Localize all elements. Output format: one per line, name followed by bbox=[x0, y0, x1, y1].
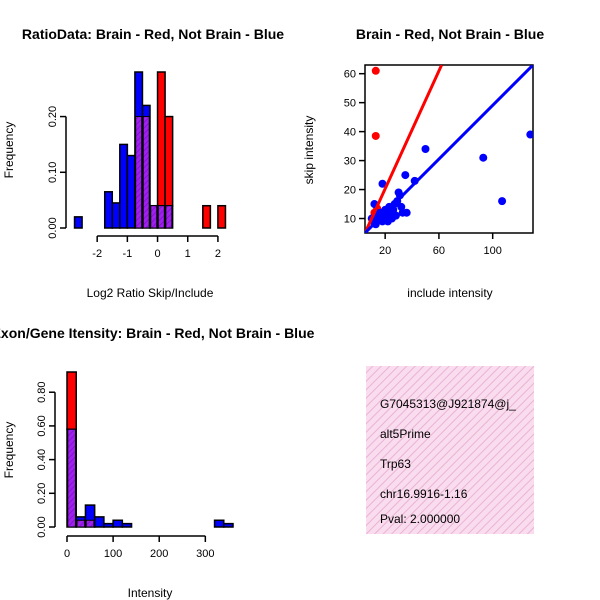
ratio-xtick-label: 0 bbox=[154, 248, 160, 260]
scatter-point-not-brain bbox=[479, 153, 488, 162]
intensity-histogram: Exon/Gene Itensity: Brain - Red, Not Bra… bbox=[0, 325, 315, 600]
ratio-bar-not-brain bbox=[111, 202, 121, 229]
scatter-title: Brain - Red, Not Brain - Blue bbox=[356, 26, 544, 42]
scatter-point-not-brain bbox=[526, 130, 533, 139]
ratio-xtick-label: 2 bbox=[215, 248, 221, 260]
ratio-ylabel: Frequency bbox=[2, 122, 16, 179]
intensity-bar-not-brain bbox=[213, 519, 225, 528]
ratio-xtick-label: -1 bbox=[122, 248, 132, 260]
scatter-yaxis: 10 20 30 40 50 60 bbox=[344, 69, 365, 226]
scatter-xtick-label: 60 bbox=[433, 245, 445, 257]
intensity-xlabel: Intensity bbox=[128, 586, 173, 600]
ratio-xaxis: -2 -1 0 1 2 bbox=[92, 235, 221, 260]
ratio-bar-not-brain bbox=[119, 143, 129, 229]
ratio-bar-overlap bbox=[165, 205, 173, 229]
intensity-yaxis: 0.00 0.20 0.40 0.60 0.80 bbox=[36, 382, 56, 538]
scatter-ytick-label: 50 bbox=[344, 98, 356, 110]
scatter-ytick-label: 10 bbox=[344, 214, 356, 226]
ratio-bar-brain bbox=[156, 71, 166, 207]
scatter-marks bbox=[365, 65, 533, 233]
ratio-yaxis: 0.00 0.10 0.20 bbox=[47, 106, 67, 239]
intensity-ytick-label: 0.00 bbox=[36, 516, 48, 537]
intensity-ytick-label: 0.20 bbox=[36, 483, 48, 504]
scatter-ytick-label: 40 bbox=[344, 127, 356, 139]
intensity-ytick-label: 0.60 bbox=[36, 415, 48, 436]
scatter-xaxis: 20 60 100 bbox=[379, 233, 502, 257]
intensity-xtick-label: 200 bbox=[150, 548, 168, 560]
scatter-ytick-label: 60 bbox=[344, 69, 356, 81]
intensity-xaxis: 0 100 200 300 bbox=[64, 535, 215, 560]
scatter-xlabel: include intensity bbox=[407, 286, 492, 300]
scatter-ytick-label: 20 bbox=[344, 185, 356, 197]
scatter-point-not-brain bbox=[402, 208, 411, 217]
scatter-point-not-brain bbox=[378, 179, 387, 188]
intensity-scatter: Brain - Red, Not Brain - Blue 20 60 100 10… bbox=[302, 26, 544, 300]
intensity-ytick-label: 0.40 bbox=[36, 449, 48, 470]
intensity-bar-not-brain bbox=[93, 516, 105, 528]
scatter-point-not-brain bbox=[391, 211, 400, 220]
intensity-xtick-label: 100 bbox=[104, 548, 122, 560]
scatter-point-brain bbox=[371, 131, 380, 140]
ratio-bar-overlap bbox=[150, 205, 158, 229]
ratio-histogram: RatioData: Brain - Red, Not Brain - Blue… bbox=[2, 26, 284, 300]
intensity-ytick-label: 0.80 bbox=[36, 382, 48, 403]
ratio-bar-overlap bbox=[135, 116, 143, 229]
ratio-bar-not-brain bbox=[126, 154, 136, 229]
info-panel-background bbox=[366, 366, 534, 534]
info-pval: Pval: 2.000000 bbox=[380, 512, 460, 526]
ratio-ytick-label: 0.00 bbox=[47, 217, 59, 238]
intensity-title: Exon/Gene Itensity: Brain - Red, Not Bra… bbox=[0, 325, 315, 341]
ratio-xtick-label: 1 bbox=[185, 248, 191, 260]
info-event-type: alt5Prime bbox=[380, 427, 431, 441]
ratio-ytick-label: 0.10 bbox=[47, 162, 59, 183]
ratio-bar-not-brain bbox=[103, 191, 114, 229]
scatter-xtick-label: 100 bbox=[484, 245, 502, 257]
ratio-title: RatioData: Brain - Red, Not Brain - Blue bbox=[22, 26, 284, 42]
scatter-point-not-brain bbox=[383, 217, 392, 226]
scatter-fit-line-not-brain bbox=[365, 65, 533, 233]
intensity-bars bbox=[66, 371, 234, 528]
intensity-bar-overlap bbox=[76, 519, 86, 528]
ratio-xtick-label: -2 bbox=[92, 248, 102, 260]
ratio-bar-not-brain bbox=[73, 216, 83, 229]
intensity-bar-not-brain bbox=[103, 522, 114, 528]
ratio-bar-brain bbox=[202, 204, 212, 229]
intensity-bar-overlap bbox=[67, 428, 76, 528]
ratio-bar-overlap bbox=[157, 205, 165, 229]
intensity-xtick-label: 300 bbox=[196, 548, 214, 560]
scatter-ylabel: skip intensity bbox=[302, 116, 316, 185]
intensity-bar-overlap bbox=[85, 519, 95, 528]
intensity-bar-brain bbox=[66, 371, 77, 431]
scatter-point-not-brain bbox=[498, 197, 507, 206]
intensity-bar-not-brain bbox=[112, 519, 124, 528]
ratio-ytick-label: 0.20 bbox=[47, 106, 59, 127]
ratio-bar-brain bbox=[164, 115, 174, 207]
intensity-bar-not-brain bbox=[223, 522, 234, 528]
ratio-bar-overlap bbox=[142, 116, 150, 229]
info-location: chr16.9916-1.16 bbox=[380, 487, 468, 501]
scatter-fit-line-brain bbox=[365, 65, 443, 233]
scatter-point-brain bbox=[371, 66, 380, 75]
scatter-point-not-brain bbox=[401, 171, 410, 180]
intensity-bar-not-brain bbox=[121, 522, 133, 528]
scatter-ytick-label: 30 bbox=[344, 156, 356, 168]
scatter-xtick-label: 20 bbox=[379, 245, 391, 257]
info-gene-name: Trp63 bbox=[380, 457, 411, 471]
ratio-bar-brain bbox=[217, 204, 227, 229]
intensity-xtick-label: 0 bbox=[64, 548, 70, 560]
intensity-ylabel: Frequency bbox=[2, 422, 16, 479]
info-event-id: G7045313@J921874@j_ bbox=[380, 397, 516, 411]
ratio-bars bbox=[73, 71, 227, 229]
ratio-xlabel: Log2 Ratio Skip/Include bbox=[87, 286, 214, 300]
scatter-point-not-brain bbox=[421, 145, 430, 153]
scatter-plot-frame bbox=[364, 64, 534, 234]
info-panel: G7045313@J921874@j_ alt5Prime Trp63 chr1… bbox=[366, 366, 534, 534]
